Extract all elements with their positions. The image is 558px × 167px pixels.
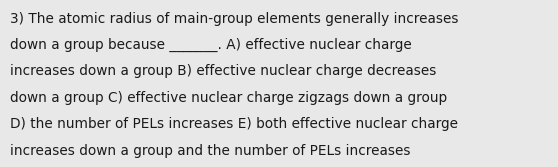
Text: D) the number of PELs increases E) both effective nuclear charge: D) the number of PELs increases E) both … <box>10 117 458 131</box>
Text: 3) The atomic radius of main-group elements generally increases: 3) The atomic radius of main-group eleme… <box>10 12 459 26</box>
Text: down a group C) effective nuclear charge zigzags down a group: down a group C) effective nuclear charge… <box>10 91 447 105</box>
Text: down a group because _______. A) effective nuclear charge: down a group because _______. A) effecti… <box>10 38 412 52</box>
Text: increases down a group B) effective nuclear charge decreases: increases down a group B) effective nucl… <box>10 64 436 78</box>
Text: increases down a group and the number of PELs increases: increases down a group and the number of… <box>10 144 411 158</box>
